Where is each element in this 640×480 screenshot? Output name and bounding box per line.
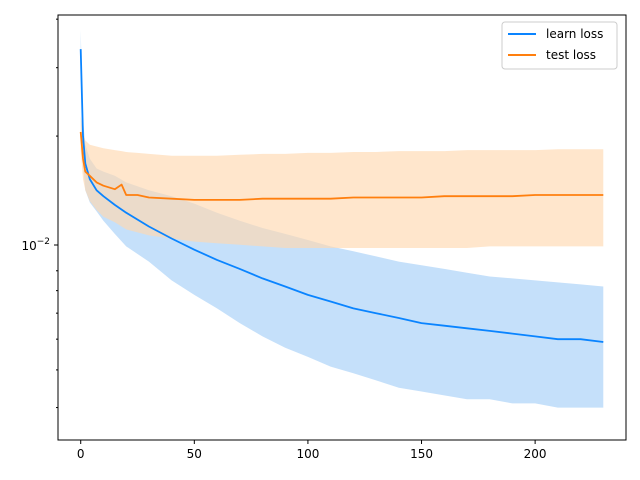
plot-frame: [57, 14, 627, 441]
learn-loss-band: [80, 30, 604, 408]
y-axis: 10−2: [21, 18, 58, 409]
y-tick-label: 10−2: [21, 237, 50, 253]
test-loss-line: [79, 131, 604, 201]
test-loss-band: [80, 116, 604, 248]
legend-label-test-loss: test loss: [546, 48, 596, 62]
x-axis: 0 50 100 150 200: [77, 440, 547, 461]
series-lines: [79, 49, 604, 343]
legend-label-learn-loss: learn loss: [546, 27, 603, 41]
legend: learn loss test loss: [501, 21, 618, 70]
x-tick-label: 100: [296, 447, 319, 461]
x-tick-label: 200: [524, 447, 547, 461]
learn-loss-line: [79, 49, 604, 343]
x-tick-label: 50: [187, 447, 202, 461]
x-tick-label: 150: [410, 447, 433, 461]
x-tick-label: 0: [77, 447, 85, 461]
confidence-bands: [80, 30, 604, 408]
